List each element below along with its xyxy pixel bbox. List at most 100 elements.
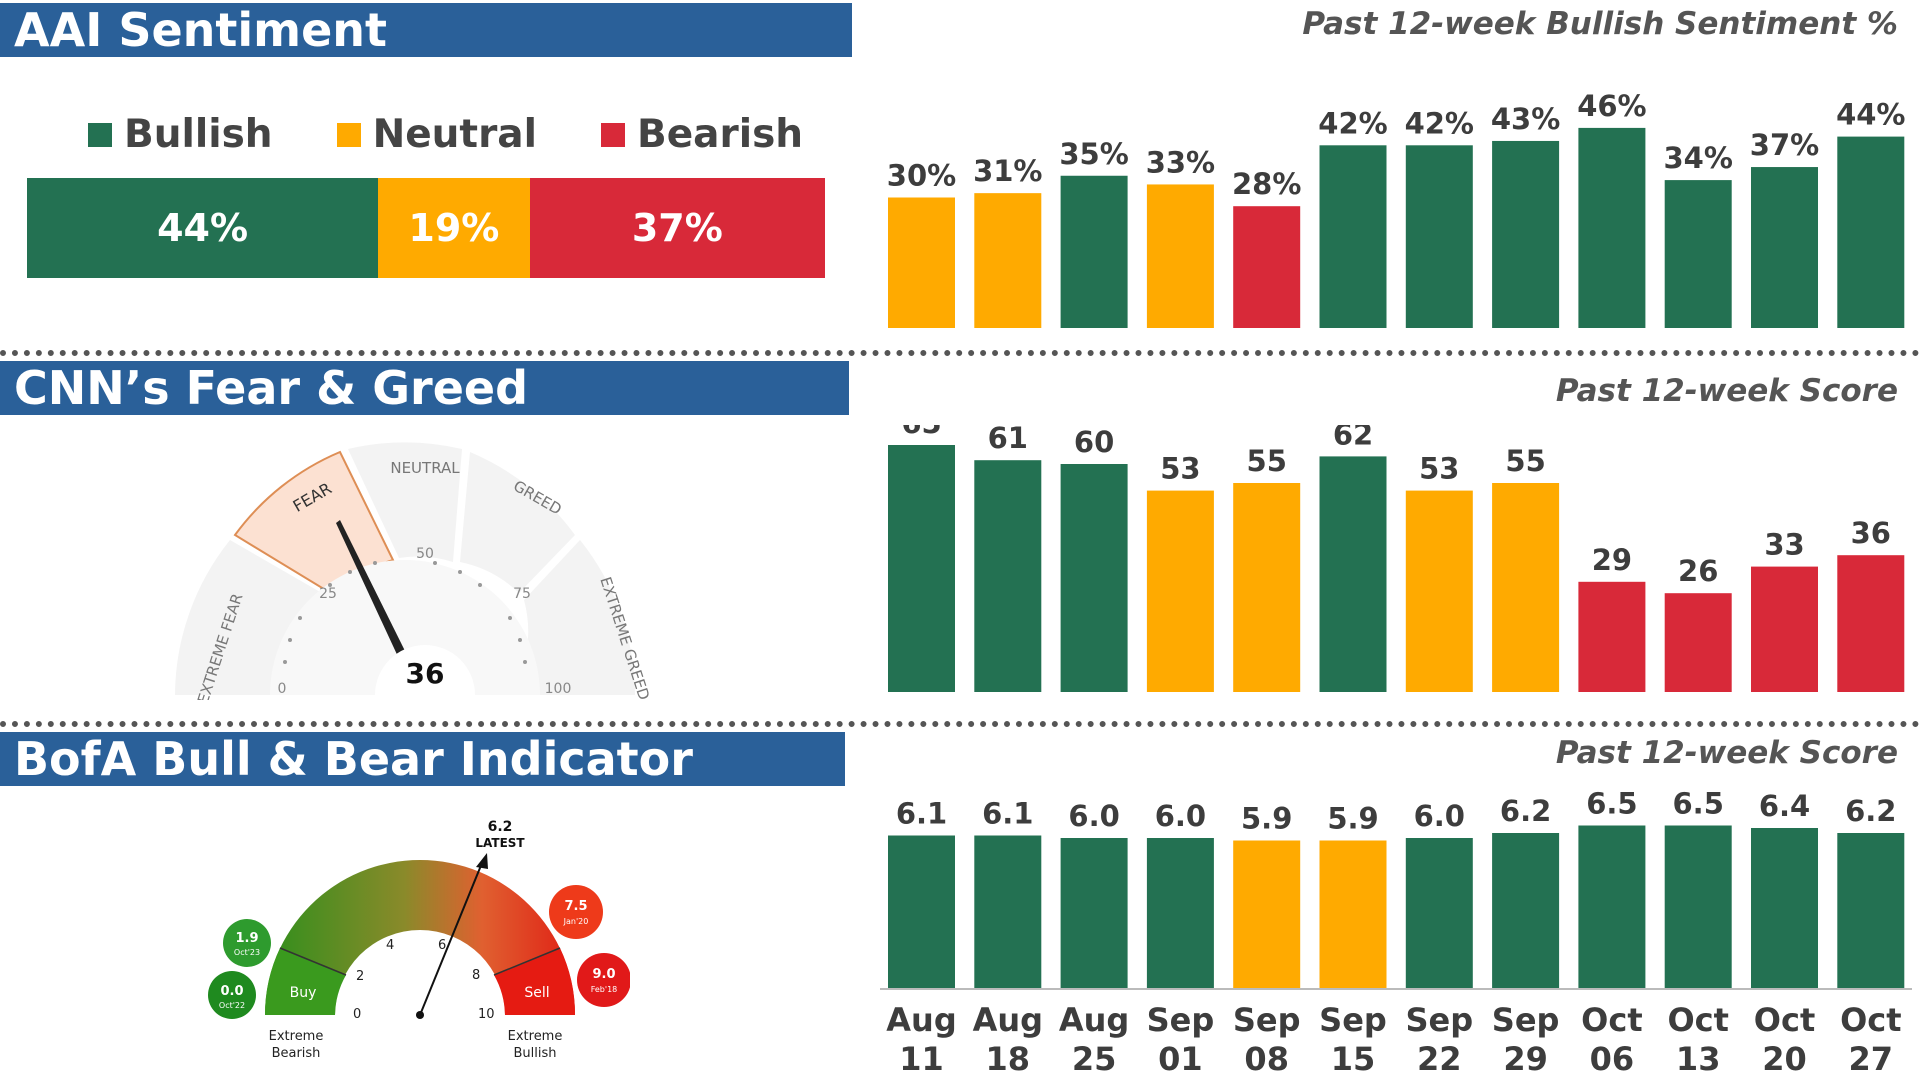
fear-greed-gauge: EXTREME FEAR FEAR NEUTRAL GREED EXTREME …: [175, 442, 653, 700]
bar-8: [1578, 127, 1646, 329]
bar-8: [1578, 581, 1646, 692]
data-label-5: 5.9: [1327, 802, 1378, 836]
svg-text:Oct'22: Oct'22: [219, 1001, 245, 1010]
bar-9: [1664, 825, 1732, 988]
bar-1: [974, 193, 1042, 328]
gauge-needle: [336, 520, 408, 661]
bubble-0-0: 0.0 Oct'22: [208, 971, 256, 1019]
data-label-1: 31%: [973, 154, 1042, 188]
x-tick-month-8: Oct: [1581, 1001, 1642, 1039]
x-tick-month-0: Aug: [886, 1001, 956, 1039]
data-label-4: 28%: [1232, 167, 1301, 201]
data-label-6: 6.0: [1414, 799, 1465, 833]
tick-0: 0: [353, 1007, 361, 1022]
data-label-0: 6.1: [896, 797, 947, 831]
section-divider-2: [0, 721, 1920, 727]
legend-bearish-label: Bearish: [637, 112, 804, 157]
x-tick-month-9: Oct: [1667, 1001, 1728, 1039]
tick-6: 6: [438, 938, 446, 953]
data-label-9: 34%: [1663, 141, 1732, 175]
legend-bullish-swatch: [88, 122, 112, 147]
aai-chart-subtitle: Past 12-week Bullish Sentiment %: [1302, 6, 1898, 42]
zone-neutral: [348, 442, 462, 562]
bar-1: [974, 460, 1042, 692]
bar-6: [1405, 490, 1473, 692]
legend-bearish-swatch: [601, 122, 625, 147]
data-label-3: 53: [1160, 452, 1200, 486]
bar-8: [1578, 825, 1646, 988]
x-tick-day-4: 08: [1244, 1040, 1289, 1078]
data-label-1: 61: [988, 425, 1028, 455]
tick-4: 4: [386, 938, 394, 953]
bar-2: [1060, 838, 1128, 988]
x-tick-month-7: Sep: [1492, 1001, 1560, 1039]
bar-4: [1233, 483, 1301, 692]
bar-2: [1060, 175, 1128, 328]
latest-value: 6.2: [488, 819, 513, 835]
x-tick-day-6: 22: [1417, 1040, 1462, 1078]
bar-3: [1146, 184, 1214, 328]
legend-neutral-swatch: [336, 122, 361, 147]
cnn-title: CNN’s Fear & Greed: [0, 361, 849, 415]
legend-neutral-label: Neutral: [372, 112, 537, 157]
data-label-11: 44%: [1836, 98, 1905, 132]
data-label-7: 55: [1505, 444, 1545, 478]
x-tick-month-2: Aug: [1059, 1001, 1129, 1039]
sell-label: Sell: [524, 985, 549, 1001]
bar-11: [1837, 833, 1905, 988]
svg-text:0.0: 0.0: [220, 984, 243, 999]
data-label-5: 42%: [1318, 106, 1387, 140]
data-label-11: 36: [1851, 516, 1891, 550]
data-label-8: 29: [1592, 543, 1632, 577]
x-tick-day-7: 29: [1503, 1040, 1548, 1078]
zone-label-neutral: NEUTRAL: [390, 459, 460, 477]
bar-5: [1319, 456, 1387, 692]
segment-neutral: 19%: [378, 178, 530, 278]
extreme-bearish-label-2: Bearish: [272, 1046, 321, 1061]
data-label-7: 43%: [1491, 102, 1560, 136]
data-label-0: 65: [901, 425, 941, 440]
aai-bullish-bar-chart: 30% 31% 35% 33% 28% 42% 42% 43% 46% 34% 37% 44%: [887, 90, 1906, 329]
data-label-6: 42%: [1405, 106, 1474, 140]
legend-bullish-label: Bullish: [124, 112, 273, 157]
extreme-bearish-label-1: Extreme: [269, 1029, 324, 1044]
x-tick-month-10: Oct: [1754, 1001, 1815, 1039]
bar-2: [1060, 464, 1128, 692]
data-label-2: 6.0: [1068, 799, 1119, 833]
x-tick-month-1: Aug: [973, 1001, 1043, 1039]
bar-0: [888, 197, 955, 328]
data-label-10: 6.4: [1759, 789, 1810, 823]
needle-pivot: [416, 1011, 424, 1019]
tick-0: 0: [278, 681, 287, 697]
bubble-7-5: 7.5 Jan'20: [549, 885, 603, 939]
gauge-dots: [283, 561, 527, 664]
bar-3: [1146, 838, 1214, 988]
x-tick-month-11: Oct: [1840, 1001, 1901, 1039]
bar-4: [1233, 206, 1301, 328]
bar-10: [1751, 566, 1818, 692]
bar-5: [1319, 840, 1387, 988]
zone-extreme-greed: [510, 540, 635, 695]
tick-75: 75: [513, 586, 531, 602]
segment-bullish: 44%: [27, 178, 379, 278]
tick-50: 50: [416, 546, 434, 562]
x-tick-day-3: 01: [1158, 1040, 1203, 1078]
cnn-chart-subtitle: Past 12-week Score: [1555, 373, 1898, 409]
gauge-value: 36: [406, 657, 445, 690]
bar-11: [1837, 136, 1905, 328]
data-label-10: 37%: [1750, 128, 1819, 162]
data-label-2: 35%: [1059, 137, 1128, 171]
svg-text:9.0: 9.0: [592, 967, 615, 982]
bull-bear-gauge: Buy Sell 0 2 4 6 8 10 6.2 LATEST Extreme…: [208, 819, 630, 1061]
data-label-8: 46%: [1577, 90, 1646, 123]
bar-6: [1405, 838, 1473, 988]
x-tick-day-8: 06: [1590, 1040, 1635, 1078]
bar-11: [1837, 555, 1905, 692]
bar-9: [1664, 180, 1732, 328]
x-tick-day-9: 13: [1676, 1040, 1721, 1078]
bar-5: [1319, 145, 1387, 328]
bar-6: [1405, 145, 1473, 328]
data-label-3: 6.0: [1155, 799, 1206, 833]
data-label-10: 33: [1764, 528, 1804, 562]
data-label-9: 6.5: [1673, 787, 1724, 821]
